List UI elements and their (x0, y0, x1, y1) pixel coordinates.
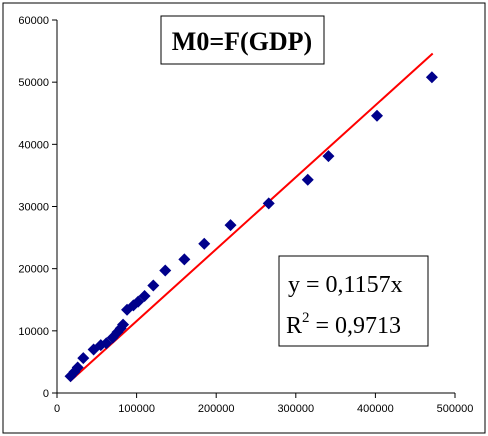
data-points (64, 71, 438, 383)
data-point (370, 109, 383, 122)
y-tick-label: 20000 (18, 264, 49, 276)
data-point (178, 253, 191, 266)
x-tick-label: 500000 (437, 403, 474, 415)
title-box: M0=F(GDP) (160, 15, 325, 65)
y-tick-label: 60000 (18, 15, 49, 27)
data-point (262, 197, 275, 210)
data-point (301, 173, 314, 186)
y-tick-label: 50000 (18, 77, 49, 89)
trendline-group (69, 52, 434, 382)
data-point (77, 352, 90, 365)
data-point (138, 290, 151, 303)
data-point (425, 71, 438, 84)
x-tick-label: 0 (54, 403, 60, 415)
r-squared-exponent: 2 (302, 310, 310, 326)
r-squared-r: R (286, 313, 302, 339)
r-squared-value: = 0,9713 (310, 313, 402, 339)
y-tick-label: 10000 (18, 326, 49, 338)
equation-frame (278, 255, 429, 347)
data-point (121, 303, 134, 316)
trendline-equation: y = 0,1157x (288, 272, 403, 298)
x-axis-ticks: 0 100000 200000 300000 400000 500000 (54, 393, 473, 415)
x-tick-label: 400000 (357, 403, 394, 415)
x-tick-label: 200000 (198, 403, 235, 415)
equation-box: y = 0,1157x R2 = 0,9713 (278, 255, 429, 347)
y-axis-ticks: 0 10000 20000 30000 40000 50000 60000 (18, 15, 57, 400)
data-point (224, 219, 237, 232)
data-point (117, 318, 130, 331)
data-point (71, 361, 84, 374)
y-tick-label: 30000 (18, 202, 49, 214)
y-tick-label: 0 (43, 388, 49, 400)
data-point (159, 264, 172, 277)
data-point (322, 150, 335, 163)
r-squared-label: R2 = 0,9713 (286, 310, 401, 339)
trendline (69, 52, 434, 382)
x-tick-label: 300000 (277, 403, 314, 415)
data-point (147, 279, 160, 292)
title-frame (160, 15, 325, 65)
chart-title: M0=F(GDP) (172, 27, 312, 56)
x-tick-label: 100000 (118, 403, 155, 415)
y-tick-label: 40000 (18, 139, 49, 151)
data-point (198, 237, 211, 250)
